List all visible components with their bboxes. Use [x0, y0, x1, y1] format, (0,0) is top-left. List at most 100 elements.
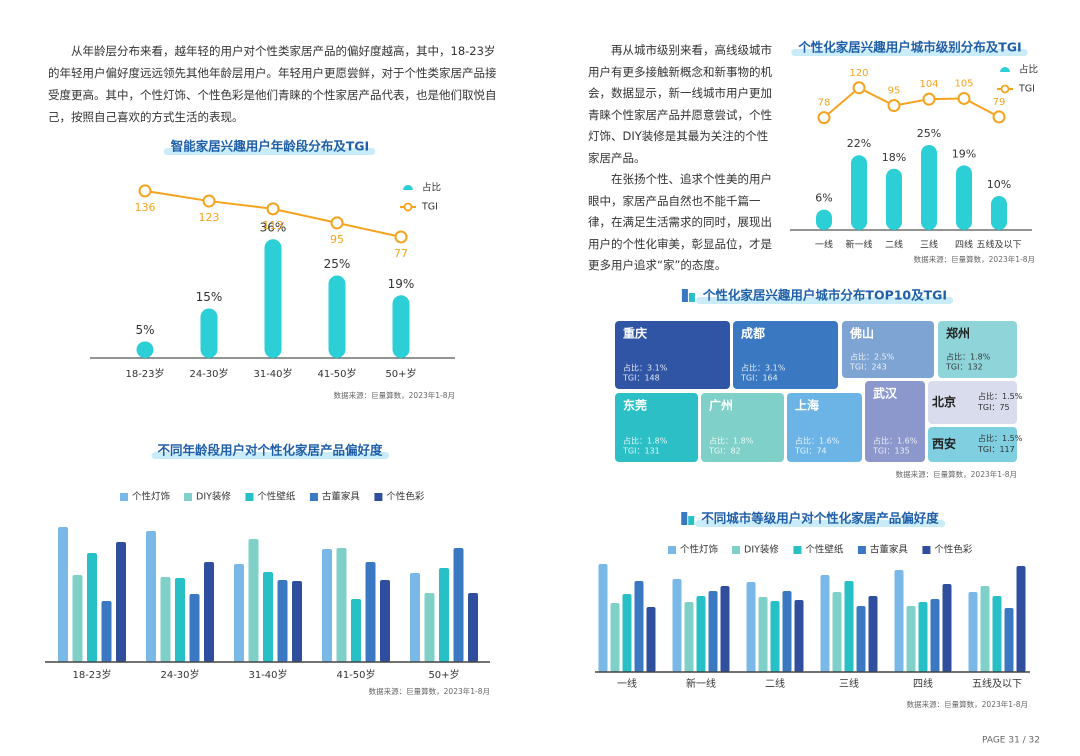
bar	[816, 209, 832, 230]
bar	[844, 581, 854, 672]
bar	[1016, 566, 1026, 672]
bar	[794, 600, 804, 672]
tgi-label: 113	[263, 219, 284, 232]
legend-swatch	[120, 493, 128, 501]
source-note: 数据来源：巨量算数，2023年1-8月	[914, 254, 1035, 264]
cell-share: 占比：1.5%	[978, 433, 1023, 443]
bar	[234, 564, 244, 662]
left-paragraph: 从年龄层分布来看，越年轻的用户对个性类家居产品的偏好度越高，其中，18-23岁的…	[48, 44, 497, 124]
cell-tgi: TGI：243	[849, 363, 887, 372]
cell-name: 上海	[795, 398, 819, 413]
x-tick-label: 四线	[913, 677, 933, 690]
x-tick-label: 五线及以下	[972, 677, 1022, 690]
bar	[160, 577, 171, 662]
cell-name: 佛山	[849, 326, 874, 341]
tgi-marker	[138, 184, 152, 198]
bar	[610, 603, 620, 672]
legend-label: 个性灯饰	[132, 491, 170, 503]
treemap-cell	[615, 393, 698, 462]
legend-swatch	[668, 546, 676, 554]
x-tick-label: 31-40岁	[253, 367, 292, 380]
tgi-marker	[202, 194, 216, 208]
legend-label: 古董家具	[322, 491, 361, 503]
cell-tgi: TGI：135	[872, 447, 910, 456]
x-tick-label: 三线	[839, 677, 859, 690]
tgi-label: 78	[818, 98, 831, 109]
legend-swatch	[732, 546, 741, 554]
bar	[942, 584, 952, 672]
tgi-marker	[887, 99, 901, 113]
data-label: 22%	[847, 137, 871, 150]
bar	[886, 168, 902, 230]
x-tick-label: 一线	[617, 677, 637, 690]
x-tick-label: 31-40岁	[248, 668, 287, 681]
tgi-label: 95	[888, 86, 901, 97]
legend-icon	[403, 185, 413, 190]
title-icon	[688, 293, 695, 302]
chart-title: 个性化家居兴趣用户城市级别分布及TGI	[797, 40, 1021, 55]
tgi-label: 95	[330, 233, 344, 246]
bar	[58, 527, 68, 662]
tgi-marker	[394, 230, 408, 244]
tgi-marker	[957, 91, 971, 105]
cell-share: 占比：1.8%	[946, 352, 991, 362]
bar	[439, 568, 449, 662]
bar	[322, 549, 332, 662]
bar	[672, 579, 682, 672]
x-tick-label: 四线	[955, 239, 973, 251]
right-text: 再从城市级别来看，高线级城市用户有更多接触新概念和新事物的机会，数据显示，新一线…	[588, 40, 776, 277]
bar	[351, 599, 361, 662]
bar	[598, 564, 608, 672]
data-label: 5%	[135, 323, 154, 337]
legend-label: 个性色彩	[386, 491, 425, 503]
x-tick-label: 新一线	[845, 239, 872, 251]
treemap-cell	[842, 321, 934, 378]
tgi-label: 120	[849, 68, 868, 79]
tgi-marker	[266, 202, 280, 216]
title-highlight	[695, 297, 954, 304]
title-highlight	[163, 148, 376, 155]
source-note: 数据来源：巨量算数，2023年1-8月	[896, 469, 1017, 479]
bar	[851, 155, 867, 230]
cell-share: 占比：1.8%	[709, 436, 754, 446]
title-highlight	[791, 49, 1028, 56]
bar	[820, 575, 830, 672]
legend-swatch	[922, 546, 931, 554]
title-highlight	[695, 520, 946, 527]
x-tick-label: 41-50岁	[336, 668, 375, 681]
bar	[72, 575, 83, 662]
legend-label: 古董家具	[870, 544, 909, 556]
bar	[956, 165, 972, 230]
bar	[894, 570, 904, 672]
legend-label: 占比	[1019, 64, 1038, 76]
cell-name: 广州	[709, 398, 733, 413]
bar	[380, 580, 390, 662]
legend-swatch	[245, 493, 254, 501]
treemap-cell	[865, 381, 925, 462]
cell-share: 占比：1.8%	[623, 436, 668, 446]
cell-share: 占比：2.5%	[850, 352, 895, 362]
cell-share: 占比：1.6%	[795, 436, 840, 446]
data-label: 15%	[196, 290, 223, 304]
bar	[646, 607, 656, 672]
bar	[930, 599, 940, 672]
treemap-cell	[928, 381, 1017, 424]
legend-label: DIY装修	[196, 491, 231, 503]
x-tick-label: 五线及以下	[976, 239, 1021, 251]
cell-share: 占比：1.6%	[873, 436, 918, 446]
bar	[684, 602, 694, 672]
cell-tgi: TGI：164	[740, 374, 778, 383]
x-tick-label: 18-23岁	[125, 367, 164, 380]
legend-icon	[1000, 84, 1010, 94]
paragraph: 再从城市级别来看，高线级城市用户有更多接触新概念和新事物的机会，数据显示，新一线…	[588, 43, 772, 165]
paragraph: 在张扬个性、追求个性美的用户眼中，家居产品自然也不能千篇一律，在满足生活需求的同…	[588, 172, 772, 272]
bar	[204, 562, 214, 662]
treemap-cell	[701, 393, 784, 462]
legend-label: 个性壁纸	[257, 491, 296, 503]
bar	[365, 562, 376, 662]
bar	[708, 591, 718, 672]
tgi-label: 136	[135, 201, 156, 214]
cell-tgi: TGI：75	[977, 403, 1010, 412]
legend-swatch	[374, 493, 383, 501]
bar	[292, 581, 302, 662]
